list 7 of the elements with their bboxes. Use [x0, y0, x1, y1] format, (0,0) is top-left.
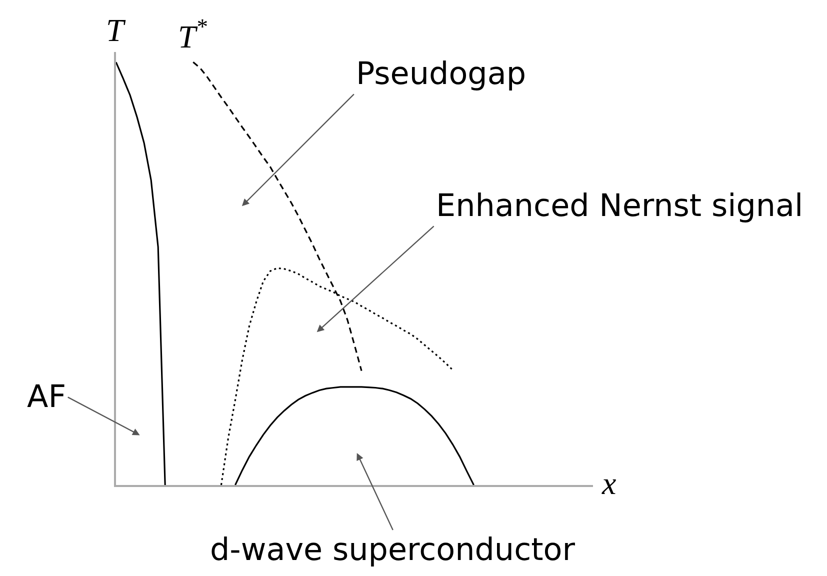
series-label: T$^{*}$: [178, 14, 208, 54]
text: d-wave superconductor: [210, 532, 576, 568]
annotation: Pseudogap: [356, 56, 526, 92]
text: AF: [27, 379, 66, 415]
x-axis-title: x: [601, 465, 616, 501]
y-axis-title: T: [106, 12, 126, 48]
annotation: Enhanced Nernst signal: [436, 188, 804, 224]
